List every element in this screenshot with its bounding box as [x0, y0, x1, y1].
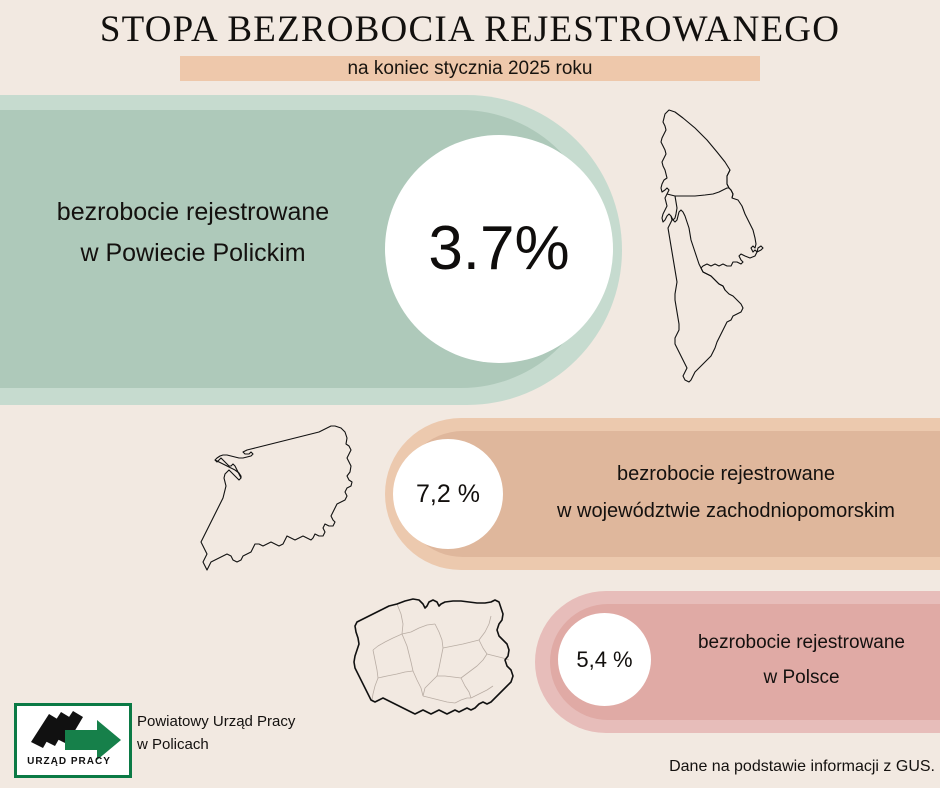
panel-polska-label-line1: bezrobocie rejestrowane — [697, 632, 905, 653]
panel-polska-label: bezrobocie rejestrowane w Polsce — [659, 625, 940, 695]
panel-polska-value-circle — [558, 613, 651, 706]
panel-powiat-label-line2: w Powiecie Polickim — [80, 239, 306, 267]
subtitle-band — [180, 56, 760, 81]
panel-powiat-value-circle — [385, 135, 613, 363]
panel-powiat-label-line1: bezrobocie rejestrowane — [56, 198, 330, 226]
panel-wojewodztwo-label-line1: bezrobocie rejestrowane — [617, 463, 835, 485]
page-subtitle: na koniec stycznia 2025 roku — [347, 58, 593, 79]
panel-wojewodztwo-label-line2: w województwie zachodniopomorskim — [557, 500, 895, 522]
footer-organization: Powiatowy Urząd Pracy w Policach — [137, 710, 457, 756]
urzad-pracy-logo-icon: URZĄD PRACY — [27, 711, 121, 767]
footer-source-note: Dane na podstawie informacji z GUS. — [669, 758, 935, 775]
panel-powiat-value: 3.7% — [428, 214, 570, 283]
panel-powiat-label: bezrobocie rejestrowane w Powiecie Polic… — [8, 192, 378, 274]
pup-logo: URZĄD PRACY — [14, 703, 132, 778]
powiat-policki-map — [660, 109, 764, 383]
logo-caption: URZĄD PRACY — [27, 756, 111, 767]
polska-map — [353, 598, 514, 715]
footer-organization-line1: Powiatowy Urząd Pracy — [137, 713, 296, 730]
wojewodztwo-zachodniopomorskie-map — [200, 425, 353, 571]
green-arrow-icon — [65, 720, 121, 760]
panel-wojewodztwo-value: 7,2 % — [416, 480, 480, 508]
footer-organization-line2: w Policach — [137, 736, 209, 753]
panel-polska-label-line2: w Polsce — [763, 667, 840, 688]
page-title: STOPA BEZROBOCIA REJESTROWANEGO — [99, 9, 841, 50]
panel-wojewodztwo-value-circle — [393, 439, 503, 549]
panel-polska-value: 5,4 % — [576, 647, 633, 672]
panel-wojewodztwo-label: bezrobocie rejestrowane w województwie z… — [508, 456, 940, 530]
